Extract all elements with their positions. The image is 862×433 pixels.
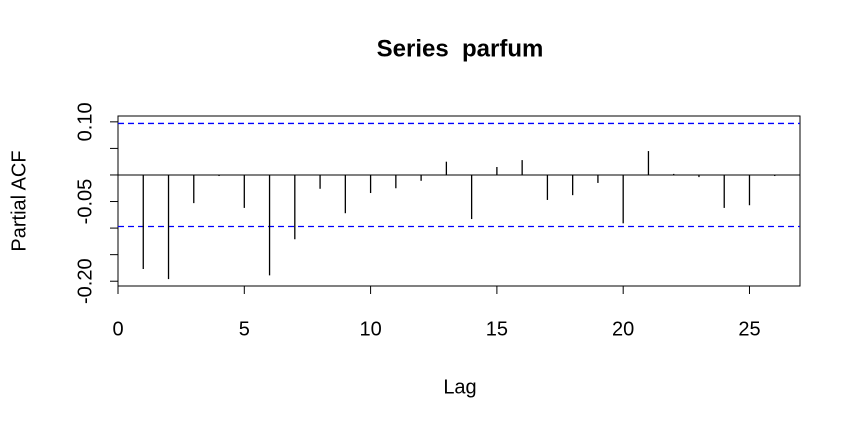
x-tick-label: 5 <box>239 318 250 340</box>
y-tick-label: -0.05 <box>74 179 96 225</box>
y-tick-label: -0.20 <box>74 258 96 304</box>
chart-title: Series parfum <box>377 35 544 62</box>
x-tick-label: 25 <box>738 318 760 340</box>
y-axis-label: Partial ACF <box>8 150 30 251</box>
x-tick-label: 0 <box>112 318 123 340</box>
x-tick-label: 10 <box>359 318 381 340</box>
x-tick-label: 20 <box>612 318 634 340</box>
x-tick-label: 15 <box>486 318 508 340</box>
plot-box <box>117 115 801 287</box>
x-axis-label: Lag <box>443 376 476 398</box>
y-tick-label: 0.10 <box>74 102 96 141</box>
